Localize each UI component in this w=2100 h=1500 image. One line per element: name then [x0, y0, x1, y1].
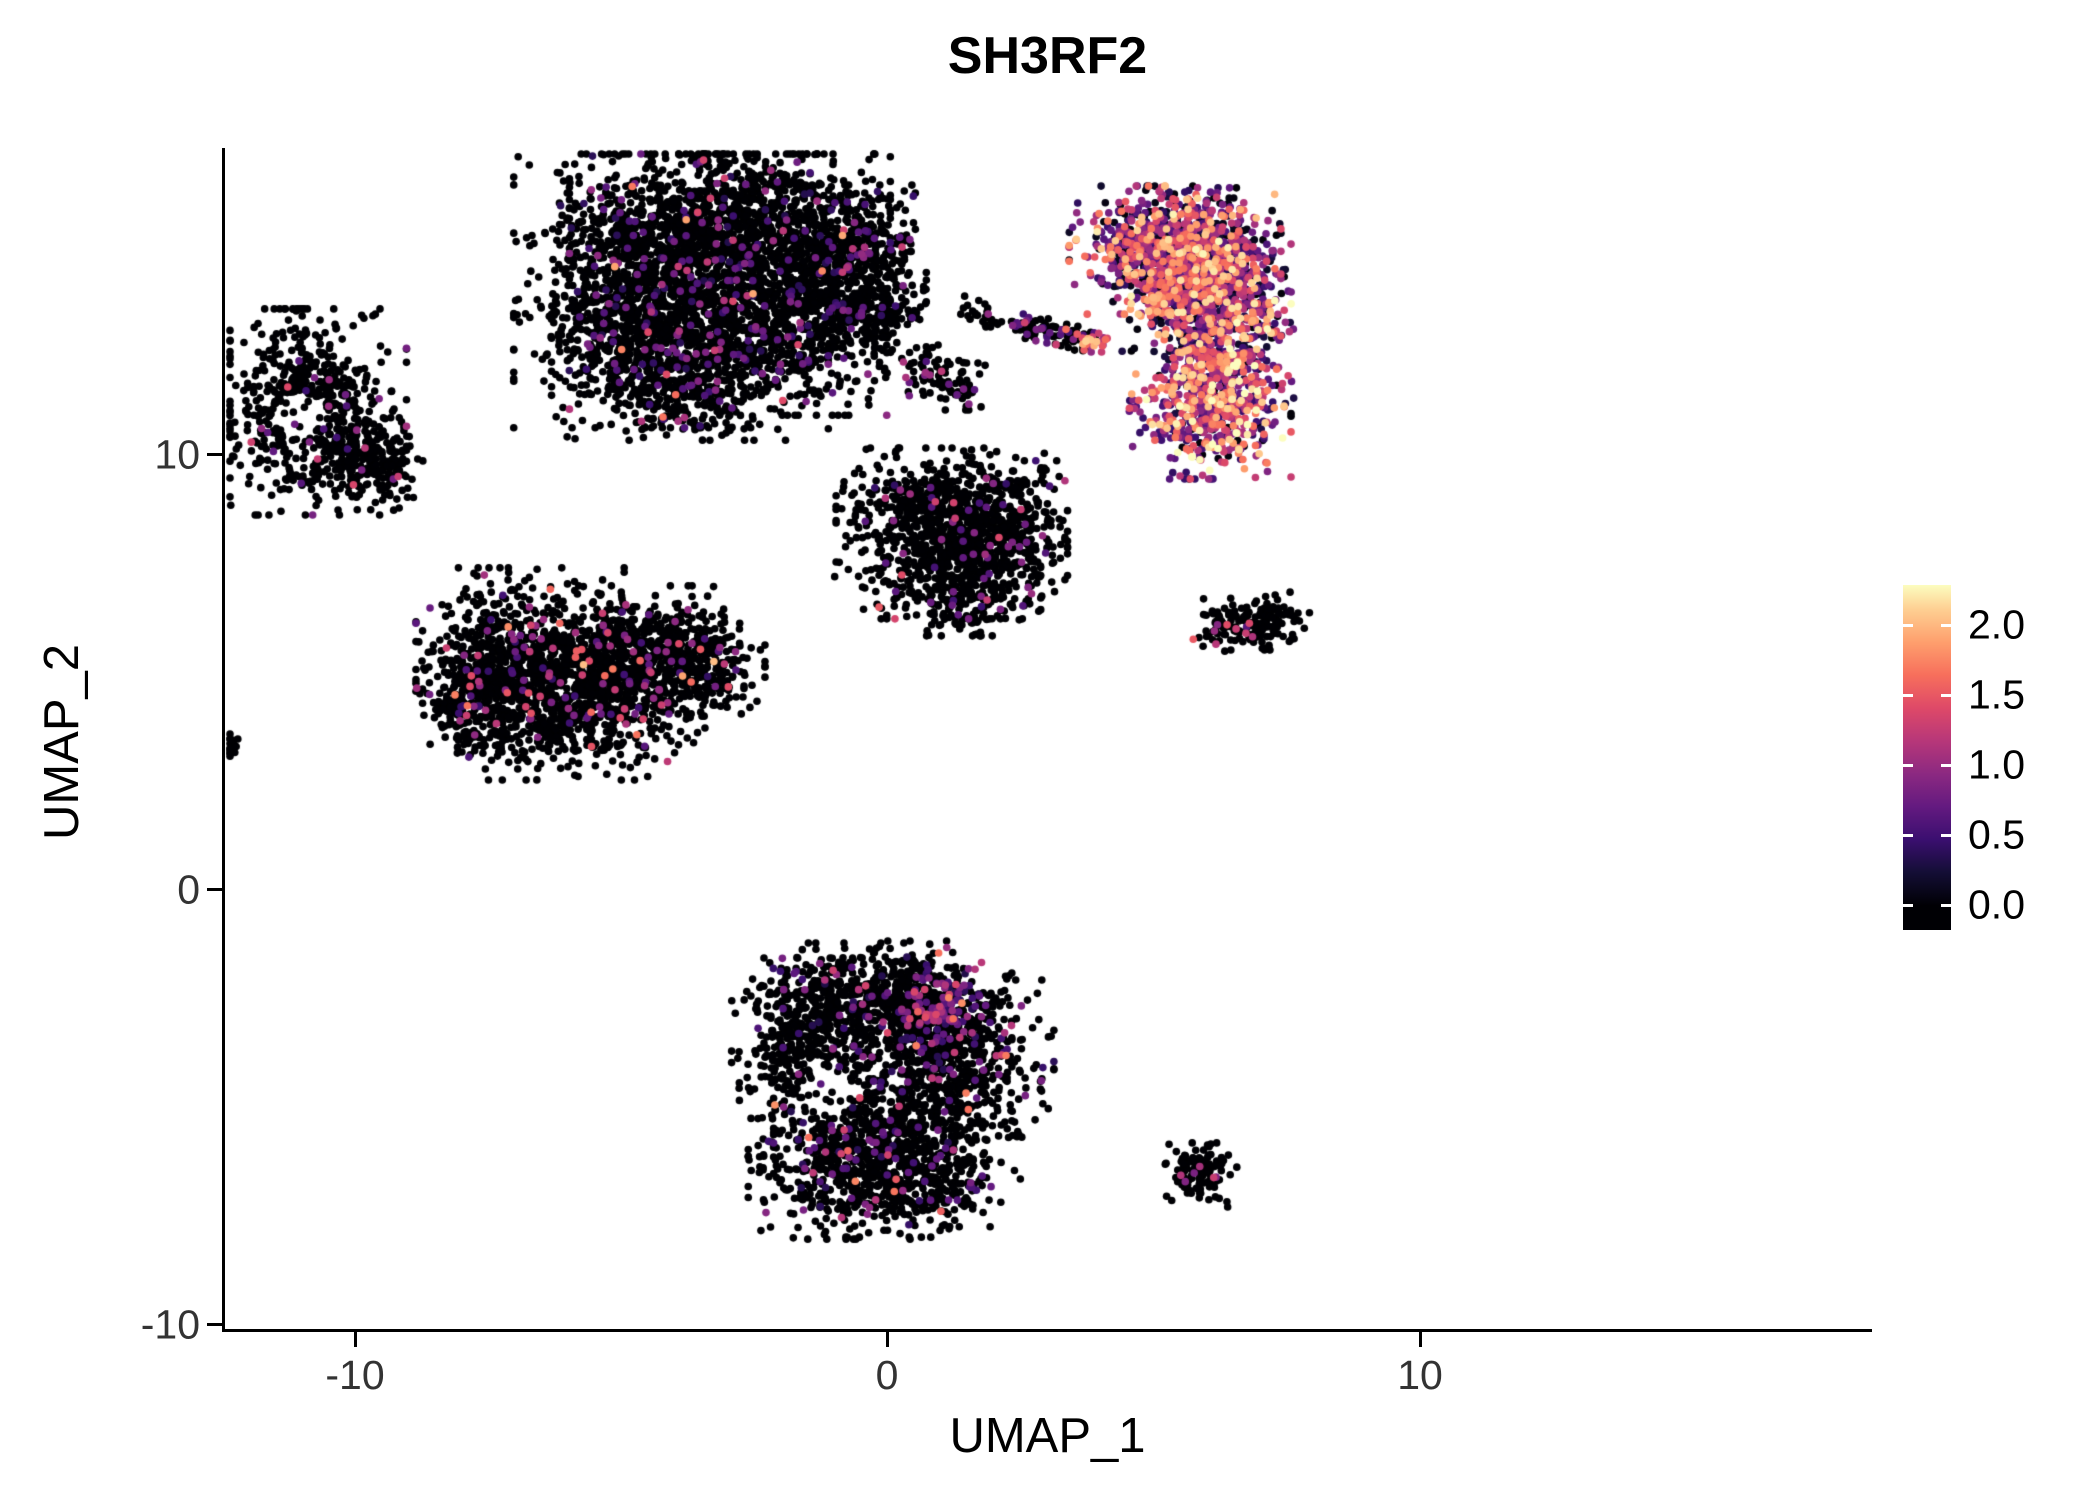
colorbar-tick	[1941, 904, 1951, 907]
x-axis-title: UMAP_1	[949, 1409, 1146, 1463]
colorbar-tick	[1903, 694, 1913, 697]
colorbar-tick	[1941, 764, 1951, 767]
y-tick-mark	[207, 888, 222, 891]
x-axis-line	[222, 1329, 1872, 1332]
y-tick-mark	[207, 1323, 222, 1326]
y-tick-label: 10	[154, 431, 200, 478]
colorbar-tick	[1903, 764, 1913, 767]
x-tick-label: 10	[1397, 1352, 1443, 1398]
colorbar-label: 1.5	[1968, 671, 2025, 718]
x-tick-mark	[886, 1332, 889, 1347]
colorbar-tick	[1941, 834, 1951, 837]
x-tick-label: 0	[875, 1352, 899, 1398]
colorbar-label: 0.0	[1968, 881, 2025, 928]
x-tick-label: -10	[325, 1352, 385, 1398]
y-axis-line	[222, 148, 225, 1332]
colorbar-tick	[1941, 694, 1951, 697]
y-tick-mark	[207, 453, 222, 456]
colorbar-gradient	[1903, 585, 1951, 930]
colorbar-tick	[1903, 834, 1913, 837]
colorbar-label: 0.5	[1968, 811, 2025, 858]
colorbar-label: 2.0	[1968, 601, 2025, 648]
y-axis-title: UMAP_2	[35, 643, 89, 841]
colorbar-tick	[1903, 624, 1913, 627]
colorbar-label: 1.0	[1968, 741, 2025, 788]
y-tick-label: 0	[177, 866, 200, 913]
colorbar-tick	[1941, 624, 1951, 627]
colorbar-tick	[1903, 904, 1913, 907]
x-tick-mark	[1419, 1332, 1422, 1347]
y-tick-label: -10	[140, 1301, 200, 1348]
x-tick-mark	[354, 1332, 357, 1347]
